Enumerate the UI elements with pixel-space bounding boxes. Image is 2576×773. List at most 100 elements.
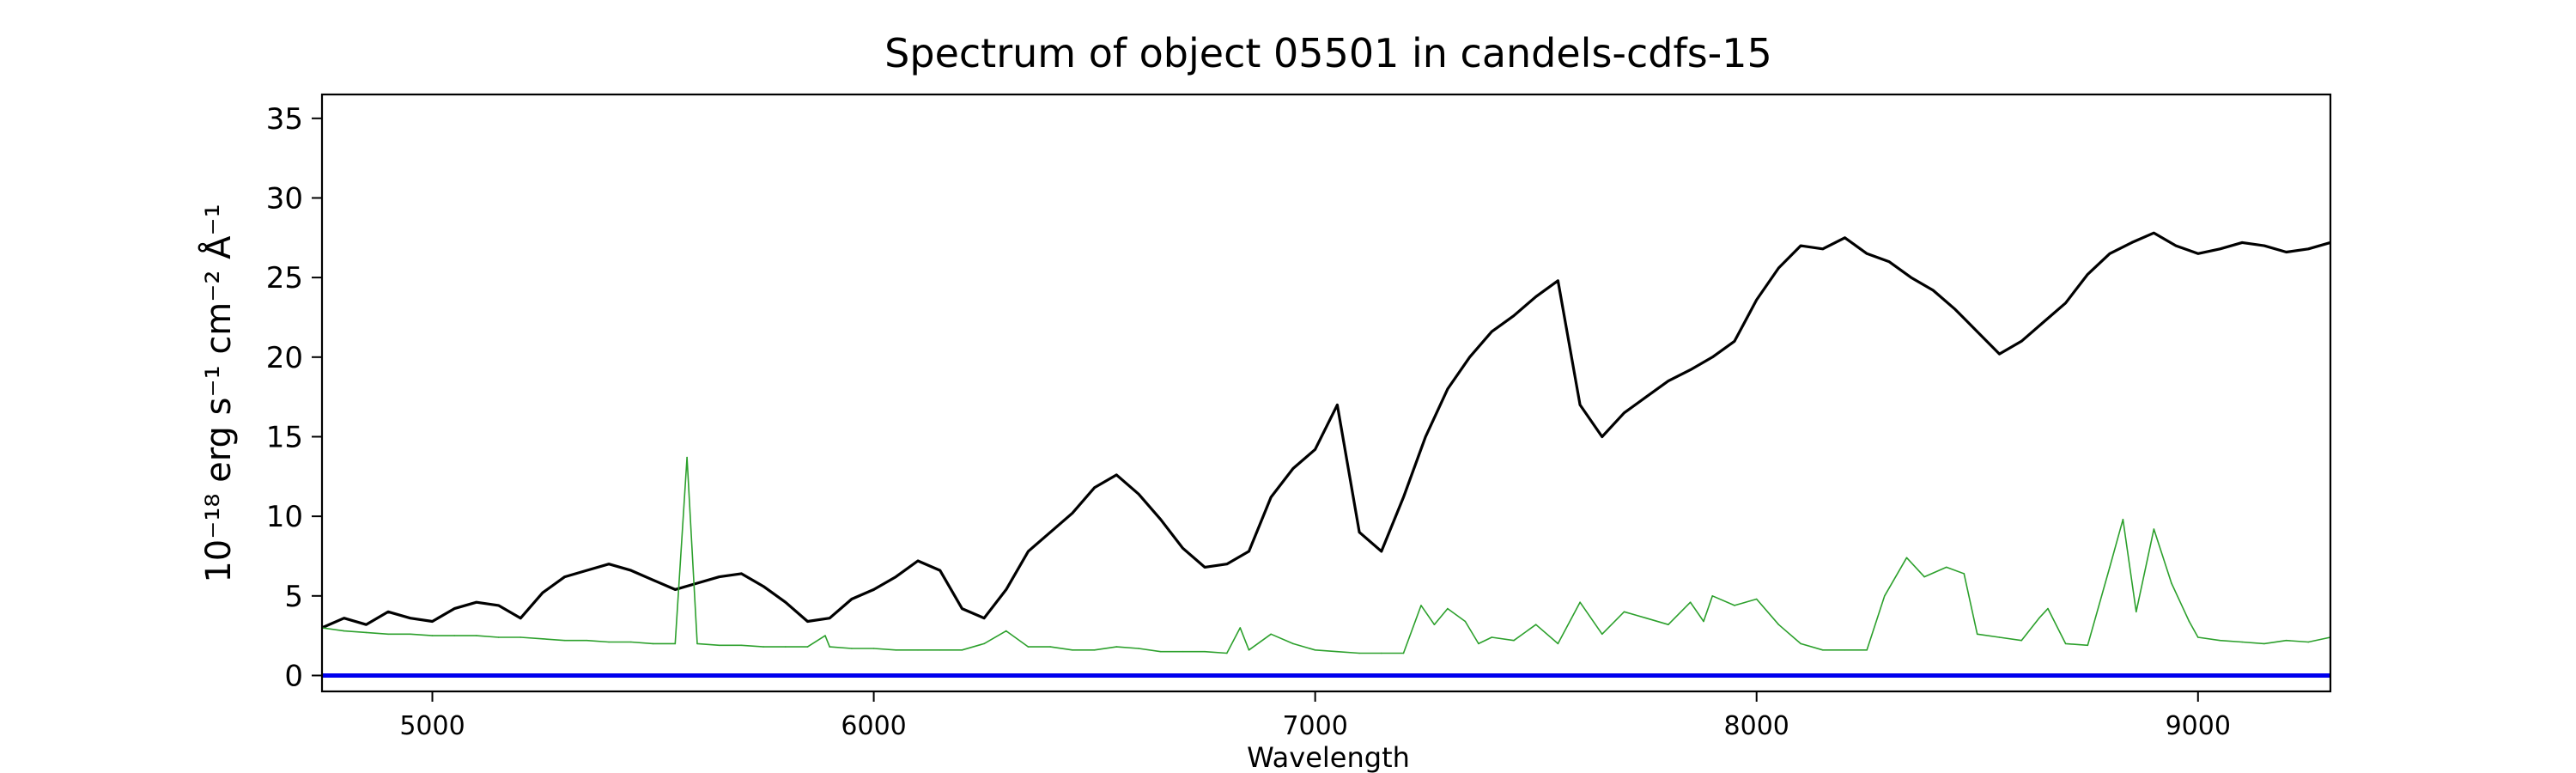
spectrum-point xyxy=(1645,396,1647,398)
spectrum-point xyxy=(1402,496,1405,498)
sky-point xyxy=(2197,636,2199,638)
spectrum-point xyxy=(476,601,477,603)
sky-point xyxy=(1601,633,1603,636)
x-axis-label: Wavelength xyxy=(1247,741,1410,773)
sky-point xyxy=(387,633,389,636)
sky-point xyxy=(1711,595,1714,597)
sky-point xyxy=(1072,649,1073,651)
sky-point xyxy=(2122,519,2124,520)
sky-point xyxy=(1270,633,1272,636)
spectrum-point xyxy=(2175,245,2177,247)
sky-point xyxy=(1115,646,1118,648)
sky-point xyxy=(1226,652,1228,654)
spectrum-point xyxy=(1270,496,1272,498)
sky-point xyxy=(476,635,477,636)
y-tick-label: 15 xyxy=(266,420,303,454)
sky-point xyxy=(1314,649,1316,651)
spectrum-point xyxy=(1292,467,1294,470)
spectrum-point xyxy=(1623,411,1625,414)
spectrum-point xyxy=(939,569,941,571)
sky-point xyxy=(674,642,677,645)
sky-point xyxy=(1689,601,1692,603)
spectrum-point xyxy=(1491,331,1493,332)
spectrum-point xyxy=(1336,404,1339,406)
spectrum-point xyxy=(2109,253,2111,255)
sky-point xyxy=(2153,528,2155,530)
sky-point xyxy=(1292,642,1294,645)
sky-point xyxy=(1464,620,1467,623)
sky-point xyxy=(608,641,610,643)
y-axis-label: 10⁻¹⁸ erg s⁻¹ cm⁻² Å⁻¹ xyxy=(197,204,239,582)
spectrum-point xyxy=(917,560,919,562)
spectrum-point xyxy=(519,617,522,619)
sky-point xyxy=(1963,573,1965,575)
y-tick-label: 25 xyxy=(266,261,303,295)
spectrum-point xyxy=(1734,340,1735,343)
sky-point xyxy=(895,649,897,651)
x-tick-label: 9000 xyxy=(2166,711,2231,741)
spectrum-point xyxy=(1557,280,1559,282)
spectrum-point xyxy=(2219,248,2221,250)
spectrum-point xyxy=(696,582,698,584)
spectrum-point xyxy=(1534,295,1537,298)
spectrum-point xyxy=(895,575,897,578)
x-tick-label: 8000 xyxy=(1724,711,1789,741)
plot-frame xyxy=(320,93,2332,693)
spectrum-point xyxy=(586,569,588,571)
spectrum-point xyxy=(1844,237,1846,239)
spectrum-point xyxy=(563,575,566,578)
sky-point xyxy=(1703,620,1704,623)
spectrum-point xyxy=(785,601,787,603)
spectrum-point xyxy=(343,617,345,619)
spectrum-point xyxy=(718,575,720,578)
sky-point xyxy=(872,648,875,649)
sky-point xyxy=(1866,649,1868,651)
spectrum-point xyxy=(542,592,544,593)
spectrum-point xyxy=(2020,340,2022,343)
sky-point xyxy=(2109,566,2111,569)
sky-point xyxy=(1623,611,1625,613)
sky-point xyxy=(1645,617,1647,619)
spectrum-point xyxy=(1381,551,1382,552)
spectrum-point xyxy=(1513,314,1515,317)
sky-point xyxy=(519,636,522,638)
sky-point xyxy=(2188,620,2190,623)
spectrum-point xyxy=(1005,588,1007,591)
spectrum-point xyxy=(608,563,610,565)
sky-point xyxy=(1447,607,1449,610)
spectrum-point xyxy=(983,617,985,619)
sky-point xyxy=(1557,642,1559,645)
spectrum-point xyxy=(1601,435,1603,438)
spectrum-point xyxy=(1314,448,1316,451)
y-tick-label: 5 xyxy=(284,580,303,614)
spectrum-point xyxy=(1800,245,1801,247)
sky-point xyxy=(1976,633,1978,636)
sky-point xyxy=(917,649,919,651)
spectrum-point xyxy=(872,588,875,591)
sky-point xyxy=(939,649,941,651)
spectrum-point xyxy=(1072,512,1073,514)
sky-point xyxy=(1579,601,1581,603)
spectrum-point xyxy=(1689,368,1692,371)
sky-point xyxy=(652,642,654,645)
spectrum-point xyxy=(1138,493,1139,495)
spectrum-point xyxy=(1579,404,1581,406)
sky-point xyxy=(1668,624,1669,625)
spectrum-point xyxy=(1425,435,1426,438)
spectrum-point xyxy=(1976,331,1978,332)
sky-point xyxy=(1336,650,1339,653)
spectrum-point xyxy=(2064,302,2067,304)
sky-point xyxy=(829,646,830,648)
sky-point xyxy=(1138,648,1139,649)
sky-point xyxy=(1513,639,1515,642)
sky-point xyxy=(2020,639,2022,642)
sky-point xyxy=(1005,630,1007,632)
sky-point xyxy=(2219,639,2221,642)
spectrum-point xyxy=(806,620,809,623)
sky-point xyxy=(2263,642,2265,645)
x-tick-label: 7000 xyxy=(1282,711,1347,741)
spectrum-point xyxy=(365,624,368,625)
sky-point xyxy=(1755,598,1758,600)
spectrum-point xyxy=(1049,531,1051,533)
spectrum-point xyxy=(2087,273,2089,276)
